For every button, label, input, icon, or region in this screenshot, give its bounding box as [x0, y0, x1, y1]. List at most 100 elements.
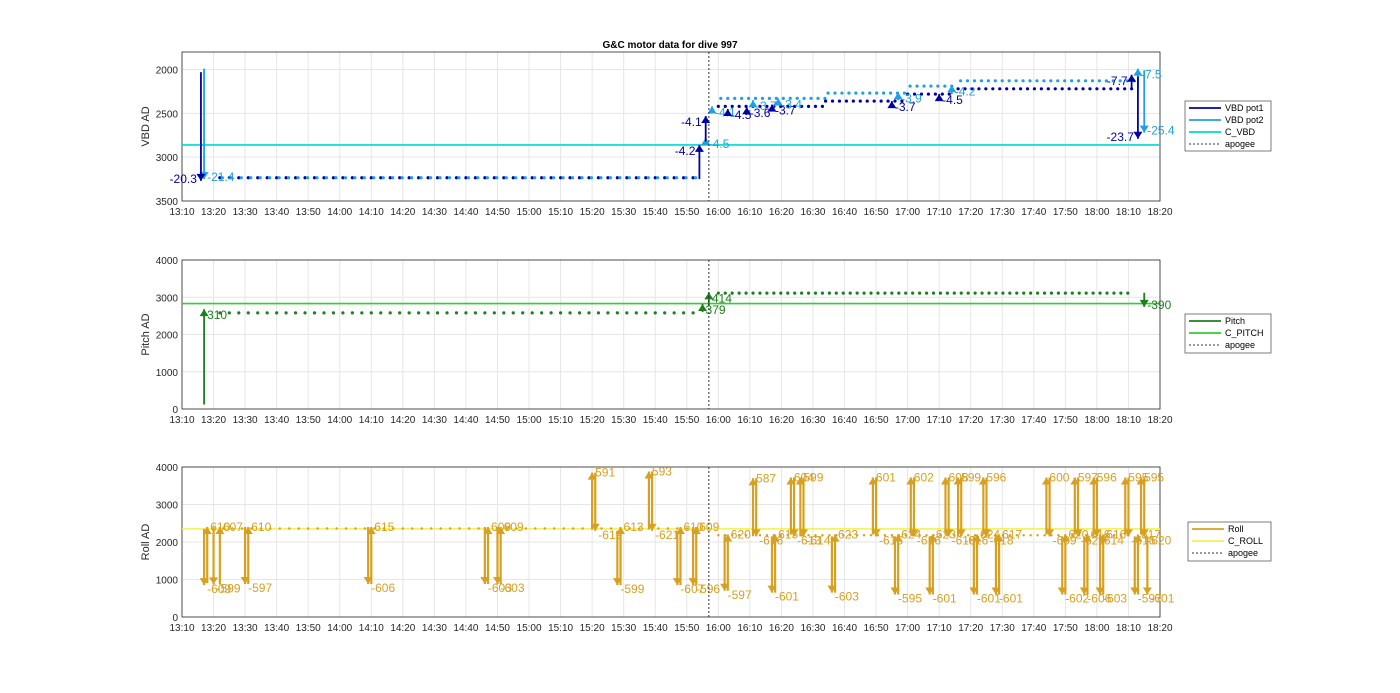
- data-point: [568, 311, 572, 315]
- move-arrowhead: [202, 527, 212, 534]
- data-point: [476, 176, 480, 180]
- data-point: [445, 311, 449, 315]
- data-point: [737, 291, 741, 295]
- data-point: [1053, 87, 1057, 91]
- data-point: [740, 96, 744, 100]
- data-point: [904, 291, 908, 295]
- data-point: [473, 311, 477, 315]
- data-point: [388, 176, 392, 180]
- data-point: [382, 527, 386, 530]
- move-label: -603: [835, 590, 859, 604]
- x-tick-label: 14:20: [390, 415, 415, 426]
- y-tick-label: 4000: [156, 256, 179, 267]
- data-point: [1039, 87, 1043, 91]
- x-tick-label: 14:00: [327, 623, 352, 634]
- x-tick-label: 18:00: [1084, 415, 1109, 426]
- data-point: [237, 311, 241, 315]
- legend-entry: apogee: [1225, 139, 1255, 149]
- data-point: [577, 176, 582, 180]
- x-tick-label: 15:10: [548, 415, 573, 426]
- data-point: [430, 527, 433, 530]
- data-point: [502, 311, 506, 315]
- data-point: [876, 291, 880, 295]
- move-arrowhead: [698, 303, 708, 311]
- move-label: -4.5: [942, 93, 963, 107]
- data-point: [947, 92, 951, 96]
- x-tick-label: 16:50: [864, 207, 889, 218]
- data-point: [823, 99, 828, 103]
- data-point: [558, 311, 563, 315]
- move-arrowhead: [1073, 529, 1083, 537]
- data-point: [807, 534, 810, 537]
- data-point: [966, 291, 970, 295]
- data-point: [552, 176, 556, 180]
- data-point: [523, 176, 527, 180]
- move-label: 587: [756, 471, 776, 485]
- data-point: [1098, 534, 1102, 537]
- data-point: [296, 176, 300, 180]
- data-point: [943, 84, 947, 88]
- x-tick-label: 14:30: [422, 207, 447, 218]
- plot-area: [182, 52, 1160, 201]
- data-point: [515, 527, 518, 530]
- move-label: -620: [1147, 533, 1171, 547]
- data-point: [826, 91, 830, 95]
- panel-vbd: 13:10 13:20 13:30 13:40 13:50 14:00 14:10 14:20…: [140, 51, 1272, 218]
- move-arrowhead: [616, 527, 626, 534]
- data-point: [987, 291, 991, 295]
- data-point: [540, 311, 544, 315]
- x-tick-label: 15:50: [674, 623, 699, 634]
- move-label: -3.7: [895, 100, 916, 114]
- data-point: [716, 104, 720, 108]
- data-point: [876, 534, 880, 537]
- data-point: [765, 534, 769, 537]
- x-tick-label: 13:10: [169, 207, 194, 218]
- move-label: -603: [500, 581, 524, 595]
- data-point: [730, 104, 734, 108]
- data-point: [915, 84, 919, 88]
- data-point: [758, 104, 762, 108]
- x-tick-label: 16:20: [769, 415, 794, 426]
- move-label: -4.2: [675, 144, 696, 158]
- legend-entry: C_VBD: [1225, 127, 1256, 137]
- data-point: [570, 176, 575, 180]
- move-label: -390: [1147, 298, 1171, 312]
- move-arrowhead: [704, 292, 714, 300]
- data-point: [625, 176, 629, 180]
- data-point: [900, 99, 904, 103]
- x-tick-label: 14:40: [453, 623, 478, 634]
- move-arrowhead: [1139, 125, 1149, 133]
- data-point: [716, 291, 720, 295]
- data-point: [540, 176, 544, 180]
- data-point: [533, 176, 537, 180]
- x-tick-label: 15:00: [517, 415, 542, 426]
- x-tick-label: 18:10: [1116, 623, 1141, 634]
- data-point: [1095, 87, 1099, 91]
- data-point: [862, 534, 866, 537]
- data-point: [767, 96, 772, 100]
- x-tick-label: 15:40: [643, 207, 668, 218]
- data-point: [325, 527, 329, 530]
- data-point: [837, 99, 842, 103]
- data-point: [448, 527, 452, 530]
- data-point: [1071, 534, 1074, 537]
- move-arrowhead: [799, 529, 809, 537]
- move-label: -4.1: [681, 115, 702, 129]
- motor-moves: -21.4-20.3-4.2-4.5-4.1-4.1-4.5-3.6-3.7-3…: [170, 68, 1175, 186]
- data-point: [407, 311, 411, 315]
- data-point: [666, 527, 670, 530]
- data-point: [1090, 79, 1095, 83]
- x-tick-label: 15:20: [580, 623, 605, 634]
- data-point: [691, 176, 695, 180]
- data-point: [230, 176, 234, 180]
- move-arrowhead: [1139, 299, 1149, 307]
- data-point: [628, 527, 632, 530]
- move-label: 595: [1144, 471, 1164, 485]
- x-tick-label: 18:20: [1147, 207, 1172, 218]
- x-tick-label: 15:30: [611, 207, 636, 218]
- move-label: 616: [1106, 528, 1126, 542]
- data-point: [275, 311, 279, 315]
- x-tick-label: 17:30: [990, 415, 1015, 426]
- data-point: [428, 176, 433, 180]
- data-point: [966, 534, 970, 537]
